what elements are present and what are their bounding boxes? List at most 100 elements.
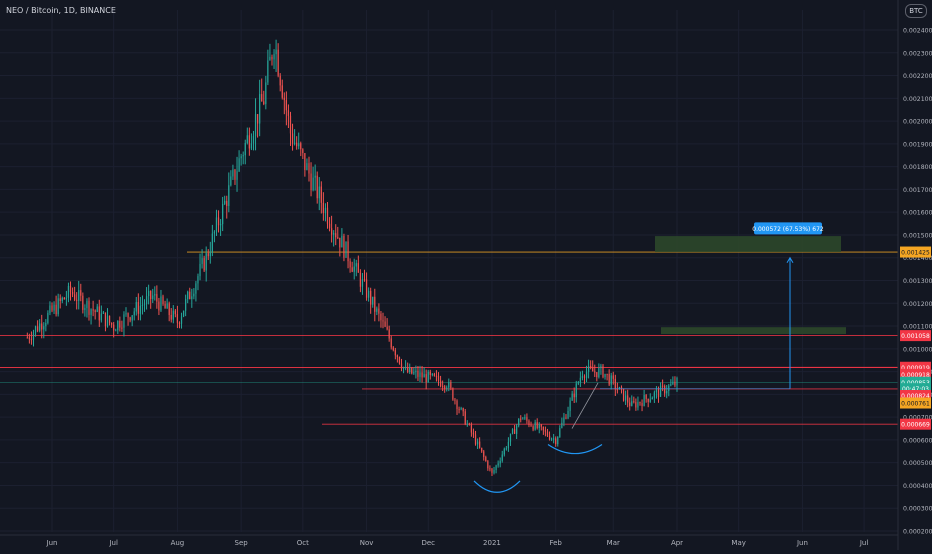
candle-body — [602, 365, 604, 378]
y-tick-label: 0.000600 — [903, 437, 932, 444]
candle-body — [627, 395, 629, 403]
candle-body — [178, 322, 181, 324]
measure-arrow — [786, 256, 794, 263]
candle-body — [98, 306, 100, 321]
candle-body — [489, 468, 491, 470]
candle-body — [349, 261, 351, 268]
y-tick-label: 0.000400 — [903, 483, 932, 490]
candle-body — [238, 158, 240, 172]
candle-body — [156, 294, 158, 302]
candle-body — [559, 427, 561, 437]
candle-body — [88, 300, 90, 315]
candle-body — [394, 350, 396, 356]
y-tick-label: 0.000700 — [903, 415, 932, 422]
candle-body — [240, 156, 242, 159]
candle-body — [390, 338, 392, 348]
price-badge — [900, 368, 931, 380]
candle-body — [94, 310, 96, 312]
candle-body — [544, 430, 547, 432]
candle-body — [187, 291, 189, 300]
candle-body — [135, 302, 137, 312]
candle-body — [287, 110, 290, 116]
candle-body — [316, 175, 318, 199]
candle-body — [82, 295, 84, 310]
candle-body — [224, 200, 226, 204]
currency-badge[interactable]: BTC — [905, 4, 927, 18]
candle-body — [277, 49, 279, 76]
candle-body — [479, 441, 481, 448]
candle-body — [76, 299, 78, 301]
candle-body — [256, 114, 259, 124]
price-badge — [900, 397, 931, 409]
candle-body — [378, 308, 380, 314]
candle-body — [158, 301, 160, 311]
candle-body — [106, 315, 109, 327]
candle-body — [248, 135, 250, 149]
candle-body — [193, 293, 195, 297]
candle-body — [197, 276, 199, 284]
candle-body — [259, 94, 261, 124]
candle-body — [468, 423, 470, 425]
candle-body — [530, 425, 532, 427]
candle-body — [417, 370, 419, 377]
candle-body — [207, 253, 209, 257]
x-tick-label: Apr — [671, 539, 683, 547]
y-tick-label: 0.001100 — [903, 324, 932, 331]
candle-body — [119, 320, 121, 328]
candle-body — [281, 85, 283, 98]
price-badge-label: 0.000761 — [901, 401, 930, 408]
candle-body — [111, 322, 113, 325]
candle-body — [372, 296, 374, 305]
candle-body — [232, 169, 234, 177]
candle-body — [672, 381, 674, 385]
candle-body — [90, 309, 92, 315]
candle-body — [345, 241, 347, 258]
candle-body — [36, 326, 39, 331]
candle-body — [226, 200, 228, 207]
candle-body — [427, 371, 429, 383]
candle-body — [160, 296, 162, 311]
candle-body — [466, 423, 468, 425]
candle-body — [415, 370, 417, 373]
candle-body — [215, 217, 218, 232]
y-tick-label: 0.002300 — [903, 50, 932, 57]
candle-body — [222, 203, 224, 225]
candle-body — [324, 207, 327, 214]
candle-body — [32, 332, 35, 340]
candle-body — [363, 279, 366, 281]
candle-body — [616, 389, 618, 391]
price-badge-label: 00:47:03 — [902, 386, 929, 393]
candle-body — [452, 388, 454, 400]
candle-body — [641, 403, 643, 406]
candle-body — [125, 313, 127, 315]
candle-body — [53, 304, 55, 311]
candle-body — [555, 438, 557, 445]
candle-body — [365, 279, 368, 298]
candle-body — [524, 417, 526, 419]
candle-body — [71, 291, 74, 295]
candle-body — [386, 326, 388, 330]
candle-body — [596, 372, 598, 378]
candle-body — [594, 371, 596, 373]
candle-body — [191, 296, 193, 300]
candle-body — [513, 429, 516, 434]
y-tick-label: 0.000500 — [903, 460, 932, 467]
candle-body — [189, 291, 191, 300]
candle-body — [129, 317, 131, 321]
price-badge — [900, 376, 931, 388]
candle-body — [458, 409, 460, 411]
measure-label: 0.000572 (67.53%) 672 — [752, 226, 824, 233]
candle-body — [587, 365, 590, 372]
candle-body — [583, 376, 586, 378]
candle-body — [26, 337, 28, 339]
candle-body — [347, 241, 349, 262]
candle-body — [437, 375, 440, 382]
candle-body — [563, 417, 565, 423]
candle-body — [433, 373, 436, 376]
candle-body — [115, 330, 117, 332]
candle-body — [565, 417, 567, 419]
candle-body — [137, 302, 139, 314]
candle-body — [516, 425, 518, 434]
candle-body — [526, 417, 528, 421]
